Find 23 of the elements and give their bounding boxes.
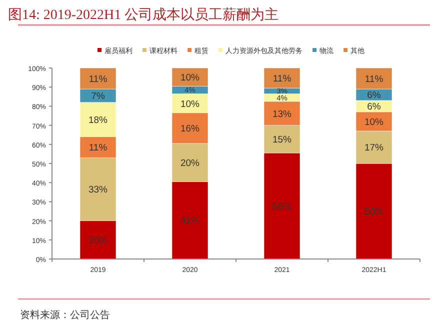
- data-label: 10%: [364, 116, 384, 128]
- data-label: 10%: [180, 98, 200, 110]
- data-label: 11%: [88, 142, 108, 154]
- data-label: 50%: [364, 206, 384, 218]
- data-label: 11%: [88, 74, 108, 85]
- data-label: 20%: [88, 235, 108, 246]
- text: 资料来源：公司公告: [20, 309, 110, 321]
- data-label: 56%: [272, 201, 292, 212]
- data-label: 11%: [272, 73, 292, 84]
- data-label: 10%: [180, 72, 200, 84]
- data-label: 16%: [180, 124, 200, 135]
- data-label: 11%: [364, 74, 384, 85]
- data-label: 6%: [367, 90, 382, 102]
- data-label: 7%: [91, 91, 106, 102]
- data-label: 41%: [180, 216, 200, 227]
- data-label: 18%: [88, 114, 108, 126]
- data-label: 15%: [272, 134, 292, 146]
- data-label: 20%: [180, 158, 200, 169]
- data-label: 6%: [367, 102, 382, 113]
- data-label: 17%: [364, 142, 384, 154]
- data-label: 13%: [272, 108, 292, 120]
- data-label: 33%: [88, 184, 108, 196]
- chart-title: 图14: 2019-2022H1 公司成本以员工薪酬为主: [8, 7, 279, 23]
